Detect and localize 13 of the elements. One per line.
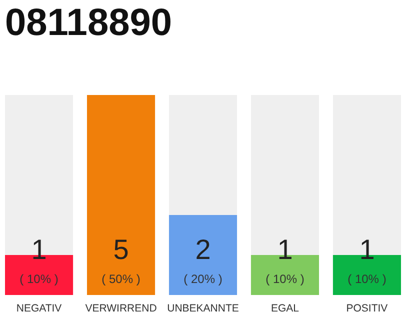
x-tick-label: NEGATIV: [16, 302, 62, 314]
data-label: ( 10% ): [266, 272, 304, 286]
chart-title: 08118890: [5, 2, 172, 44]
annotation: 5: [113, 234, 129, 265]
data-label: ( 50% ): [102, 272, 140, 286]
data-label: ( 10% ): [20, 272, 58, 286]
x-tick-label: POSITIV: [346, 302, 388, 314]
annotation: 2: [195, 234, 211, 265]
x-tick-label: EGAL: [270, 302, 300, 314]
x-tick-label: UNBEKANNTE: [167, 302, 239, 314]
x-tick-label: VERWIRREND: [85, 302, 158, 314]
data-label: ( 10% ): [348, 272, 386, 286]
data-label: ( 20% ): [184, 272, 222, 286]
